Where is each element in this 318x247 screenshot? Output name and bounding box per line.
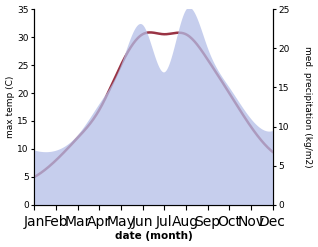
Y-axis label: max temp (C): max temp (C): [5, 76, 15, 138]
Y-axis label: med. precipitation (kg/m2): med. precipitation (kg/m2): [303, 46, 313, 168]
X-axis label: date (month): date (month): [114, 231, 192, 242]
